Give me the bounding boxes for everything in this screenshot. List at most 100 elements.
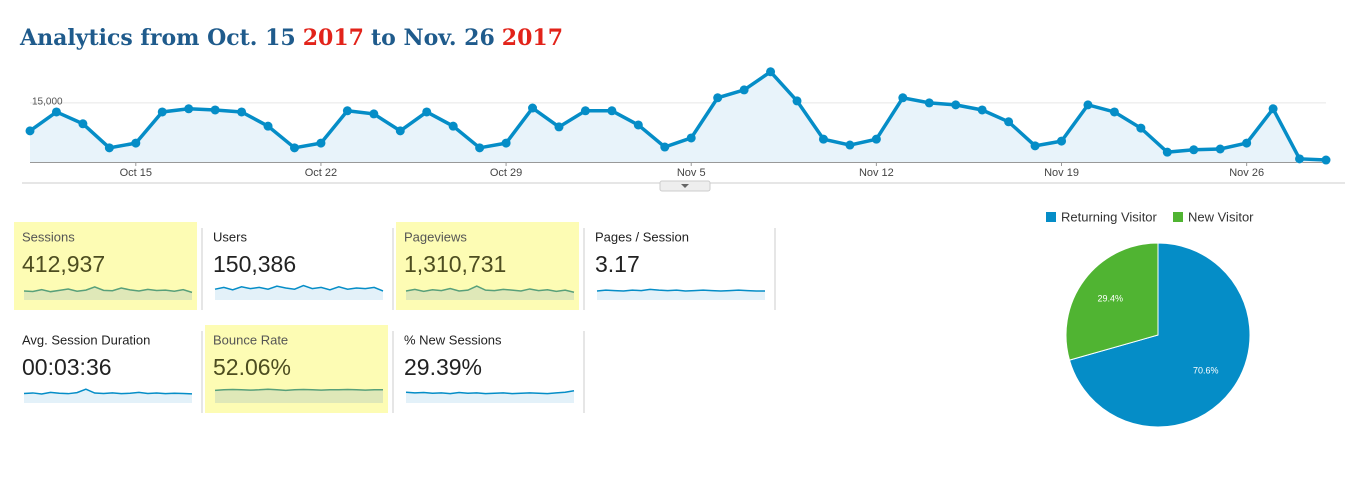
data-point xyxy=(1057,136,1067,146)
data-point xyxy=(951,100,961,110)
metric-name: % New Sessions xyxy=(404,332,502,347)
data-point xyxy=(1189,145,1199,155)
x-tick-label: Oct 29 xyxy=(490,167,522,179)
x-tick-label: Nov 5 xyxy=(677,167,706,179)
slice-label: 70.6% xyxy=(1193,365,1219,375)
data-point xyxy=(580,106,590,116)
data-point xyxy=(1004,117,1014,127)
data-point xyxy=(766,67,776,77)
data-point xyxy=(1109,107,1119,117)
metric-name: Avg. Session Duration xyxy=(22,332,150,347)
x-tick-label: Nov 26 xyxy=(1229,167,1264,179)
metric-name: Users xyxy=(213,229,247,244)
x-tick-label: Oct 22 xyxy=(305,167,337,179)
data-point xyxy=(157,107,167,117)
data-point xyxy=(898,93,908,103)
legend-label: New Visitor xyxy=(1188,209,1254,224)
sparkline xyxy=(405,390,575,395)
data-point xyxy=(289,143,299,153)
data-point xyxy=(1215,144,1225,154)
data-point xyxy=(528,103,538,113)
series-line xyxy=(28,69,1327,162)
data-point xyxy=(686,133,696,143)
data-point xyxy=(871,134,881,144)
metric-name: Pages / Session xyxy=(595,229,689,244)
data-point xyxy=(342,106,352,116)
data-point xyxy=(607,106,617,116)
data-point xyxy=(263,121,273,131)
data-point xyxy=(78,119,88,129)
pie-slice xyxy=(1065,242,1159,361)
y-tick-label: 15,000 xyxy=(32,97,63,108)
data-point xyxy=(818,134,828,144)
series-area xyxy=(30,71,1326,162)
title-part: to Nov. 26 xyxy=(371,25,495,51)
metric-value: 00:03:36 xyxy=(22,354,112,380)
x-tick-label: Nov 12 xyxy=(859,167,894,179)
data-point xyxy=(25,126,35,136)
data-point xyxy=(977,105,987,115)
data-point xyxy=(1083,100,1093,110)
legend-swatch xyxy=(1173,212,1183,222)
data-point xyxy=(104,143,114,153)
data-point xyxy=(1030,141,1040,151)
x-tick-label: Oct 15 xyxy=(120,167,152,179)
sparkline-area xyxy=(597,289,765,300)
data-point xyxy=(422,107,432,117)
data-point xyxy=(448,121,458,131)
sparkline xyxy=(23,286,193,294)
data-point xyxy=(1295,154,1305,164)
data-point xyxy=(633,120,643,130)
toggle-arrow xyxy=(681,184,689,188)
metric-value: 150,386 xyxy=(213,251,296,277)
page-title: Analytics from Oct. 15 2017 to Nov. 26 2017 xyxy=(19,25,563,51)
title-part: 2017 xyxy=(303,25,364,51)
data-point xyxy=(1162,147,1172,157)
data-point xyxy=(1268,104,1278,114)
data-point xyxy=(1136,123,1146,133)
data-point xyxy=(237,107,247,117)
title-part: 2017 xyxy=(502,25,563,51)
data-point xyxy=(369,109,379,119)
sparkline-area xyxy=(24,389,192,403)
sparkline xyxy=(23,388,193,395)
data-point xyxy=(210,105,220,115)
data-point xyxy=(316,138,326,148)
x-tick-label: Nov 19 xyxy=(1044,167,1079,179)
data-point xyxy=(395,126,405,136)
sparkline-area xyxy=(215,285,383,300)
sparkline xyxy=(214,284,384,292)
sparkline xyxy=(405,285,575,293)
data-point xyxy=(475,143,485,153)
data-point xyxy=(554,122,564,132)
data-point xyxy=(713,93,723,103)
metric-value: 3.17 xyxy=(595,251,640,277)
metric-name: Pageviews xyxy=(404,229,467,244)
pie-slice xyxy=(1068,242,1251,428)
metric-value: 52.06% xyxy=(213,354,291,380)
slice-label: 29.4% xyxy=(1098,293,1124,303)
data-point xyxy=(51,107,61,117)
legend-swatch xyxy=(1046,212,1056,222)
legend-label: Returning Visitor xyxy=(1061,209,1158,224)
sparkline-area xyxy=(215,389,383,403)
data-point xyxy=(792,96,802,106)
metric-value: 29.39% xyxy=(404,354,482,380)
data-point xyxy=(845,140,855,150)
sparkline xyxy=(596,288,765,292)
data-point xyxy=(184,104,194,114)
data-point xyxy=(1321,155,1331,165)
data-point xyxy=(739,85,749,95)
metric-value: 1,310,731 xyxy=(404,251,506,277)
data-point xyxy=(501,138,511,148)
title-part: Analytics from Oct. 15 xyxy=(19,25,296,51)
sparkline xyxy=(214,388,383,392)
data-point xyxy=(924,98,934,108)
metric-name: Bounce Rate xyxy=(213,332,288,347)
data-point xyxy=(1242,138,1252,148)
metric-value: 412,937 xyxy=(22,251,105,277)
data-point xyxy=(660,142,670,152)
data-point xyxy=(131,138,141,148)
metric-name: Sessions xyxy=(22,229,75,244)
